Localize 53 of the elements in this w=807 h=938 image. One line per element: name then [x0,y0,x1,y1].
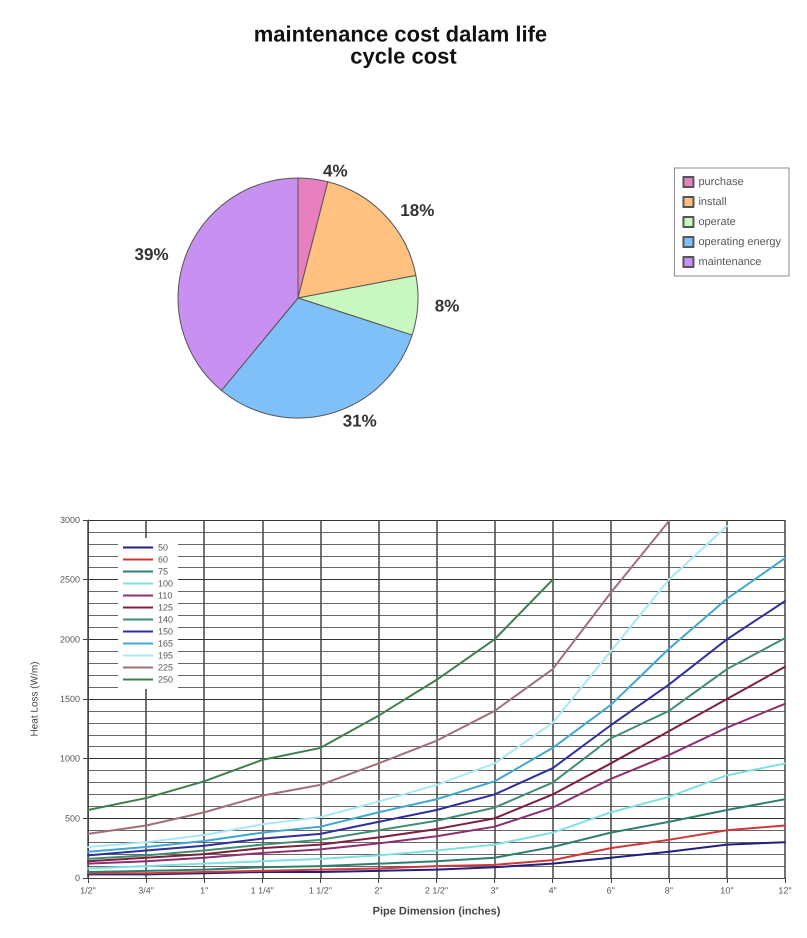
line-series [87,762,786,870]
data-label: 4% [323,162,348,181]
legend-label: 225 [158,662,174,672]
x-tick-label: 3" [490,886,499,896]
legend-label: operating energy [698,236,782,248]
x-tick-label: 1" [200,886,208,896]
y-tick-label: 1500 [60,694,80,704]
legend-label: 50 [158,542,168,552]
line-series [87,600,786,856]
legend-label: 75 [158,566,168,576]
y-tick-label: 1000 [60,754,80,764]
y-axis-title: Heat Loss (W/m) [30,661,40,737]
line-series [87,824,786,874]
line-series [87,578,554,811]
y-tick-label: 0 [74,873,80,883]
legend-label: 100 [158,578,174,588]
legend-label: 165 [158,638,174,648]
y-tick-label: 500 [64,813,80,824]
data-label: 31% [342,411,377,430]
y-tick-label: 3000 [60,515,80,525]
legend-label: 140 [158,614,174,624]
line-series [87,798,786,874]
data-label: 18% [400,200,434,220]
data-label: 8% [434,296,460,316]
data-label: 39% [134,245,169,264]
x-tick-label: 1/2" [80,886,96,896]
line-series [87,557,786,853]
x-tick-label: 1 1/4" [250,886,274,896]
y-tick-label: 2500 [60,574,80,585]
y-tick-label: 2000 [60,634,80,644]
x-tick-label: 2" [374,886,383,896]
legend-label: 150 [158,626,174,636]
x-tick-label: 3/4" [138,886,154,896]
x-tick-label: 2 1/2" [424,886,448,896]
legend-label: 60 [158,554,168,564]
x-tick-label: 1 1/2" [308,886,332,896]
legend-label: 110 [158,590,172,600]
x-tick-label: 10" [720,886,734,896]
line-series [87,841,786,876]
legend-label: install [698,196,727,208]
legend-label: purchase [698,176,744,188]
x-tick-label: 4" [548,886,557,896]
line-series [87,702,786,865]
legend-label: maintenance [698,256,762,268]
legend-label: operate [698,216,736,228]
legend-label: 195 [158,650,174,660]
x-tick-label: 6" [606,886,615,896]
x-tick-label: 12" [778,886,792,896]
x-axis-title: Pipe Dimension (inches) [372,906,501,918]
chart-title: maintenance cost dalam life cycle cost [254,22,554,68]
legend-label: 250 [158,674,174,684]
x-tick-label: 8" [664,886,673,896]
legend-label: 125 [158,602,174,612]
